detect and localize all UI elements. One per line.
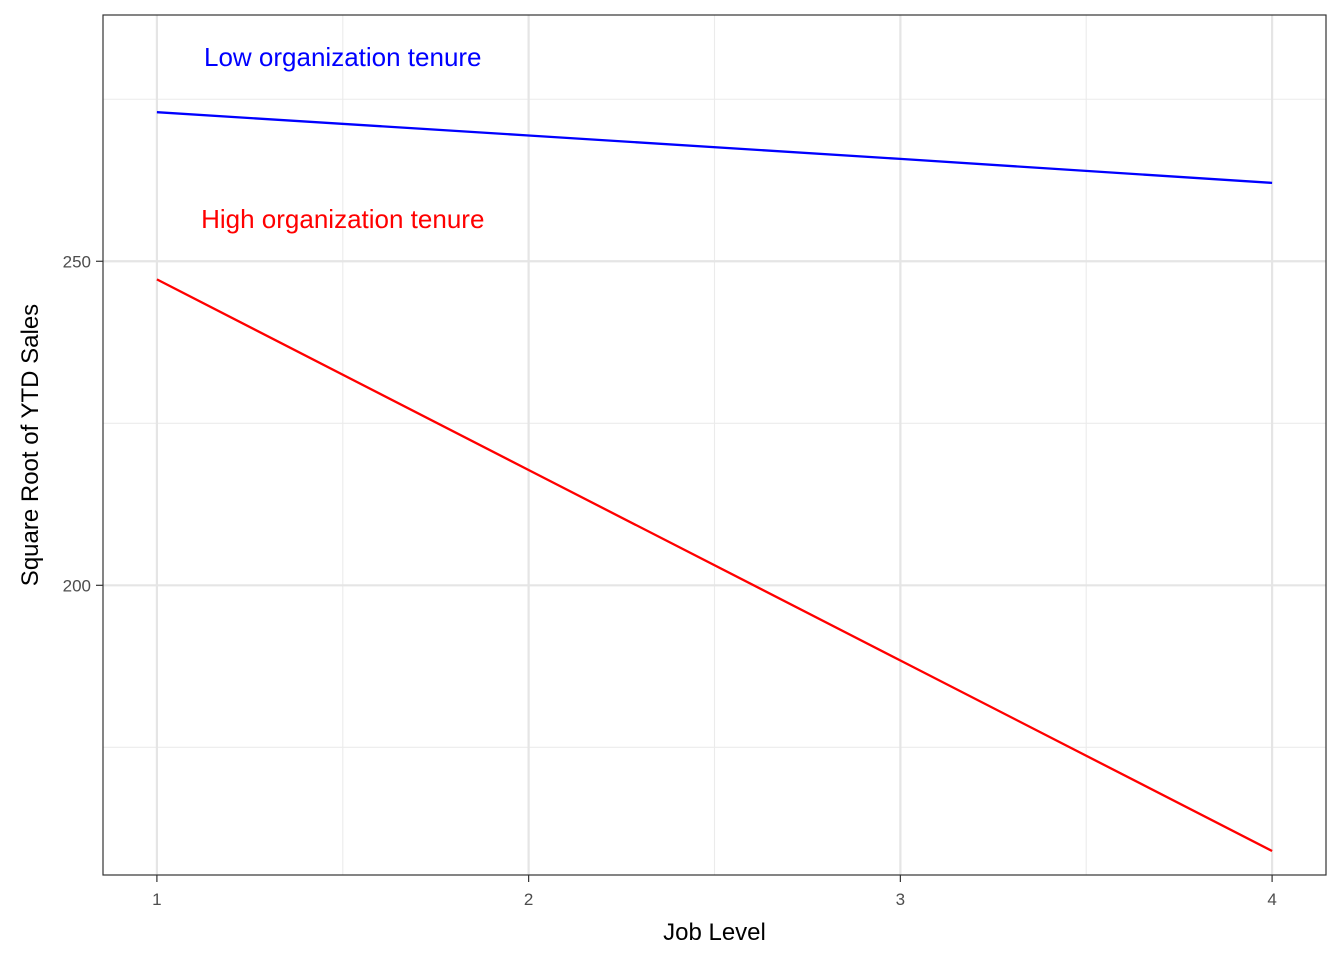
minor-gridlines — [103, 15, 1326, 875]
y-tick-label: 250 — [63, 252, 91, 271]
series-line-high-tenure — [156, 278, 1273, 853]
x-axis-title: Job Level — [663, 919, 766, 946]
x-axis: 1 2 3 4 — [152, 875, 1277, 909]
y-tick-label: 200 — [63, 576, 91, 595]
series-line-low-tenure — [156, 111, 1273, 185]
series-lines — [156, 111, 1273, 853]
y-axis: 200 250 — [63, 252, 103, 595]
x-tick-label: 4 — [1267, 890, 1276, 909]
x-tick-label: 1 — [152, 890, 161, 909]
annotation-low-tenure: Low organization tenure — [204, 42, 482, 72]
x-tick-label: 2 — [524, 890, 533, 909]
x-tick-label: 3 — [896, 890, 905, 909]
series-annotations: Low organization tenure High organization… — [201, 42, 484, 234]
annotation-high-tenure: High organization tenure — [201, 204, 484, 234]
y-axis-title: Square Root of YTD Sales — [17, 304, 44, 586]
plot-border — [102, 14, 1327, 876]
